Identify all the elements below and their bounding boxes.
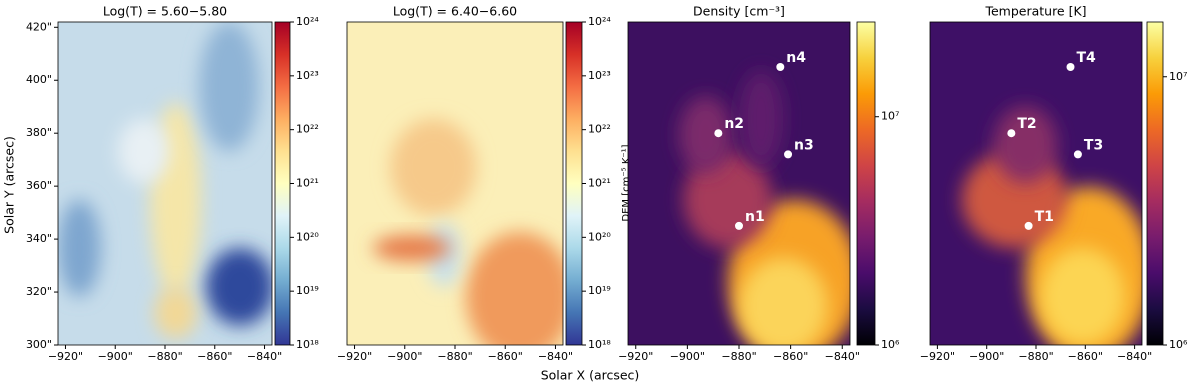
colorbar-tick-label: 10⁶ xyxy=(1169,338,1188,351)
colorbar-tick-label: 10²³ xyxy=(588,69,611,82)
colorbar-tick-label: 10²³ xyxy=(296,69,319,82)
colorbar-tick-label: 10¹⁸ xyxy=(296,338,319,351)
image-panel xyxy=(930,22,1142,345)
image-feature xyxy=(117,118,170,184)
x-tick-label: −860" xyxy=(197,350,232,363)
x-tick-label: −920" xyxy=(48,350,83,363)
x-tick-label: −920" xyxy=(618,350,653,363)
panel-title: Density [cm⁻³] xyxy=(693,4,785,19)
x-tick-label: −900" xyxy=(969,350,1004,363)
point-label: n4 xyxy=(786,50,806,66)
x-tick-label: −840" xyxy=(825,350,860,363)
colorbar-tick-label: 10²⁰ xyxy=(296,230,319,243)
x-axis-label: Solar X (arcsec) xyxy=(541,368,640,383)
x-tick-label: −900" xyxy=(98,350,133,363)
x-tick-label: −840" xyxy=(538,350,573,363)
colorbar-tick-label: 10⁶ xyxy=(881,338,900,351)
x-tick-label: −880" xyxy=(721,350,756,363)
y-tick-label: 420" xyxy=(26,20,52,33)
point-label: n3 xyxy=(794,137,814,153)
y-tick-label: 340" xyxy=(26,232,52,245)
colorbar-tick-label: 10²² xyxy=(588,123,611,136)
y-axis-label: Solar Y (arcsec) xyxy=(2,136,17,234)
colorbar-tick-label: 10¹⁹ xyxy=(296,284,319,297)
image-panel xyxy=(628,22,850,345)
image-panel xyxy=(347,22,563,345)
image-feature xyxy=(679,96,733,174)
colorbar-tick-label: 10²⁰ xyxy=(588,230,611,243)
colorbar-tick-label: 10⁷ xyxy=(1169,70,1187,83)
colorbar xyxy=(1146,21,1164,346)
x-tick-label: −840" xyxy=(247,350,282,363)
image-feature xyxy=(205,248,272,326)
point-marker xyxy=(1007,129,1016,138)
point-marker xyxy=(735,221,743,230)
y-tick-label: 360" xyxy=(26,179,52,192)
point-label: T4 xyxy=(1077,50,1097,66)
colorbar-tick-label: 10²¹ xyxy=(296,177,319,190)
colorbar-tick-label: 10¹⁸ xyxy=(588,338,611,351)
point-marker xyxy=(1066,63,1075,72)
image-feature xyxy=(739,70,784,168)
image-feature xyxy=(1040,248,1126,345)
x-tick-label: −900" xyxy=(670,350,705,363)
point-marker xyxy=(1024,221,1033,230)
image-feature xyxy=(993,105,1058,184)
x-tick-label: −880" xyxy=(147,350,182,363)
colorbar-tick-label: 10²⁴ xyxy=(296,15,319,28)
image-feature xyxy=(154,286,198,339)
point-label: T2 xyxy=(1017,116,1036,132)
colorbar-tick-label: 10⁷ xyxy=(881,110,899,123)
colorbar-tick-label: 10²¹ xyxy=(588,177,611,190)
image-feature xyxy=(683,151,773,249)
colorbar xyxy=(565,21,583,346)
x-tick-label: −840" xyxy=(1117,350,1152,363)
point-marker xyxy=(784,150,793,159)
y-tick-label: 380" xyxy=(26,126,52,139)
point-label: T1 xyxy=(1035,209,1054,225)
point-marker xyxy=(1073,150,1082,159)
x-tick-label: −880" xyxy=(1018,350,1053,363)
image-feature xyxy=(739,257,828,345)
x-tick-label: −920" xyxy=(920,350,955,363)
x-tick-label: −860" xyxy=(1068,350,1103,363)
image-panel xyxy=(58,22,272,345)
panel-title: Log(T) = 5.60−5.80 xyxy=(103,4,227,19)
panel-title: Temperature [K] xyxy=(984,4,1086,19)
x-tick-label: −920" xyxy=(337,350,372,363)
point-marker xyxy=(776,63,785,72)
y-tick-label: 320" xyxy=(26,285,52,298)
x-tick-label: −880" xyxy=(437,350,472,363)
point-label: n2 xyxy=(724,116,744,132)
y-tick-label: 300" xyxy=(26,338,52,351)
panel-title: Log(T) = 6.40−6.60 xyxy=(393,4,517,19)
image-feature xyxy=(372,235,451,262)
image-feature xyxy=(390,118,477,216)
colorbar-tick-label: 10²⁴ xyxy=(588,15,611,28)
x-tick-label: −860" xyxy=(773,350,808,363)
point-label: n1 xyxy=(745,209,765,225)
point-label: T3 xyxy=(1084,137,1103,153)
image-feature xyxy=(199,22,260,152)
point-marker xyxy=(714,129,723,138)
colorbar-tick-label: 10²² xyxy=(296,123,319,136)
colorbar xyxy=(856,21,876,346)
image-feature xyxy=(58,199,101,297)
image-feature xyxy=(465,231,563,345)
y-tick-label: 400" xyxy=(26,73,52,86)
colorbar xyxy=(274,21,291,346)
x-tick-label: −860" xyxy=(488,350,523,363)
colorbar-tick-label: 10¹⁹ xyxy=(588,284,611,297)
x-tick-label: −900" xyxy=(387,350,422,363)
colorbar-label: DEM [cm⁻⁵ K⁻¹] xyxy=(621,144,632,221)
